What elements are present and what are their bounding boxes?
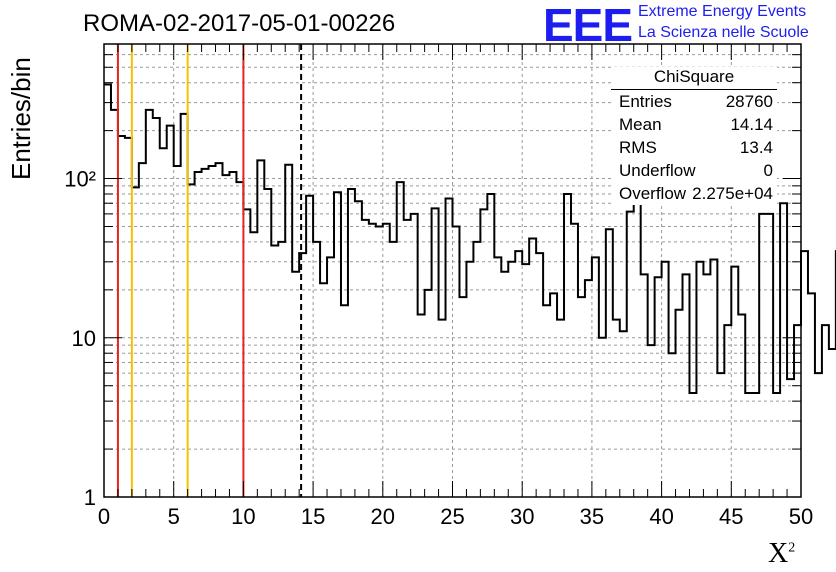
stats-key: Underflow <box>619 161 696 180</box>
x-tick-label: 5 <box>168 504 180 529</box>
x-tick-label: 20 <box>371 504 395 529</box>
axis-ticks <box>103 43 802 498</box>
logo-line-1: Extreme Energy Events <box>638 3 807 20</box>
x-axis-label-base: X <box>768 538 789 569</box>
stats-value: 2.275e+04 <box>692 184 773 203</box>
stats-row-mean: Mean 14.14 <box>611 113 777 136</box>
stats-value: 13.4 <box>739 138 773 157</box>
vertical-markers <box>116 44 303 497</box>
stats-value: 14.14 <box>730 115 773 134</box>
x-tick-label: 15 <box>301 504 325 529</box>
stats-key: RMS <box>619 138 657 157</box>
chart-title: ROMA-02-2017-05-01-00226 <box>83 10 396 37</box>
stats-key: Mean <box>619 115 662 134</box>
x-tick-label: 35 <box>580 504 604 529</box>
stats-value: 28760 <box>725 92 773 111</box>
grid-lines <box>104 44 801 497</box>
eee-logo-icon: EEE <box>543 0 633 51</box>
x-tick-label: 30 <box>510 504 534 529</box>
x-tick-label: 10 <box>231 504 255 529</box>
y-axis-label: Entries/bin <box>6 57 36 180</box>
x-tick-label: 0 <box>98 504 110 529</box>
stats-box: ChiSquare Entries 28760 Mean 14.14 RMS 1… <box>611 67 777 205</box>
stats-row-entries: Entries 28760 <box>611 90 777 113</box>
stats-row-rms: RMS 13.4 <box>611 136 777 159</box>
stats-row-underflow: Underflow 0 <box>611 159 777 182</box>
y-tick-label: 10² <box>64 167 96 192</box>
y-tick-labels: 1 10 10² <box>64 167 96 510</box>
logo-line-2: La Scienza nelle Scuole <box>638 24 809 41</box>
x-tick-labels: 0 5 10 15 20 25 30 35 40 45 50 <box>98 504 813 529</box>
stats-box-title: ChiSquare <box>611 67 777 90</box>
y-tick-label: 1 <box>84 485 96 510</box>
stats-row-overflow: Overflow 2.275e+04 <box>611 182 777 205</box>
stats-value: 0 <box>763 161 773 180</box>
stats-key: Entries <box>619 92 672 111</box>
x-axis-label-superscript: 2 <box>788 540 796 556</box>
x-tick-label: 40 <box>649 504 673 529</box>
x-tick-label: 45 <box>719 504 743 529</box>
x-axis-label: X2 <box>768 538 795 570</box>
x-tick-label: 25 <box>440 504 464 529</box>
stats-key: Overflow <box>619 184 687 203</box>
x-tick-label: 50 <box>789 504 813 529</box>
y-tick-label: 10 <box>72 326 96 351</box>
